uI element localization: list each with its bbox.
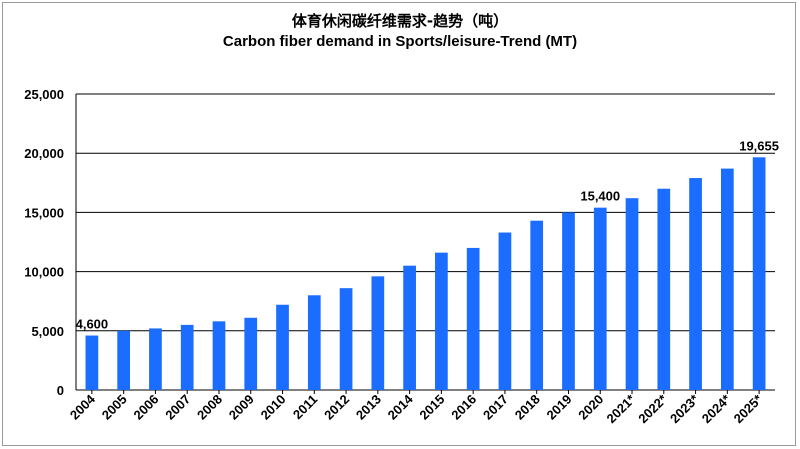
x-tick-label: 2004 xyxy=(67,391,99,423)
y-tick-label: 20,000 xyxy=(24,146,64,161)
bar xyxy=(244,317,258,390)
bar xyxy=(498,232,512,390)
bar xyxy=(689,178,702,390)
chart-title: Carbon fiber demand in Sports/leisure-Tr… xyxy=(222,33,578,50)
bar xyxy=(466,247,480,390)
y-tick-label: 10,000 xyxy=(24,265,64,280)
x-tick-label: 2010 xyxy=(258,392,289,423)
bar xyxy=(276,304,289,390)
bar xyxy=(149,328,162,390)
x-tick-label: 2020 xyxy=(575,392,606,423)
x-tick-label: 2012 xyxy=(321,392,352,423)
x-tick-label: 2021* xyxy=(604,391,639,426)
x-tick-label: 2008 xyxy=(194,392,225,423)
bar xyxy=(625,198,639,390)
y-tick-label: 0 xyxy=(57,383,64,398)
y-tick-label: 15,000 xyxy=(24,205,64,220)
data-label: 15,400 xyxy=(580,189,620,204)
x-tick-label: 2005 xyxy=(99,392,130,423)
bar xyxy=(562,212,575,390)
x-tick-label: 2009 xyxy=(226,392,257,423)
x-tick-label: 2023* xyxy=(667,391,702,426)
x-tick-label: 2025* xyxy=(731,391,766,426)
x-tick-label: 2016 xyxy=(448,392,479,423)
x-tick-label: 2014 xyxy=(385,391,417,423)
x-tick-label: 2006 xyxy=(130,392,161,423)
data-label: 4,600 xyxy=(76,317,109,332)
bar xyxy=(752,157,766,390)
x-tick-label: 2017 xyxy=(480,392,511,423)
y-tick-label: 25,000 xyxy=(24,87,64,102)
bar xyxy=(180,324,194,390)
x-tick-label: 2011 xyxy=(290,392,321,423)
bar xyxy=(593,207,607,390)
bar xyxy=(339,288,353,390)
bar xyxy=(720,168,734,390)
bar xyxy=(307,295,321,390)
bar xyxy=(371,276,385,390)
x-tick-label: 2015 xyxy=(416,392,447,423)
x-tick-label: 2018 xyxy=(512,392,543,423)
bar xyxy=(117,330,131,390)
x-tick-label: 2013 xyxy=(353,392,384,423)
y-tick-label: 5,000 xyxy=(31,324,64,339)
chart-title-chinese: 体育休闲碳纤维需求-趋势（吨） xyxy=(291,12,509,30)
x-tick-label: 2007 xyxy=(162,392,193,423)
bar xyxy=(212,321,226,390)
data-label: 19,655 xyxy=(739,138,779,153)
x-tick-label: 2019 xyxy=(544,392,575,423)
bar xyxy=(657,188,671,390)
x-tick-label: 2022* xyxy=(635,391,670,426)
bar xyxy=(530,220,544,390)
bar xyxy=(403,265,416,390)
bar xyxy=(85,335,99,390)
bar xyxy=(435,252,448,390)
x-tick-label: 2024* xyxy=(699,391,734,426)
